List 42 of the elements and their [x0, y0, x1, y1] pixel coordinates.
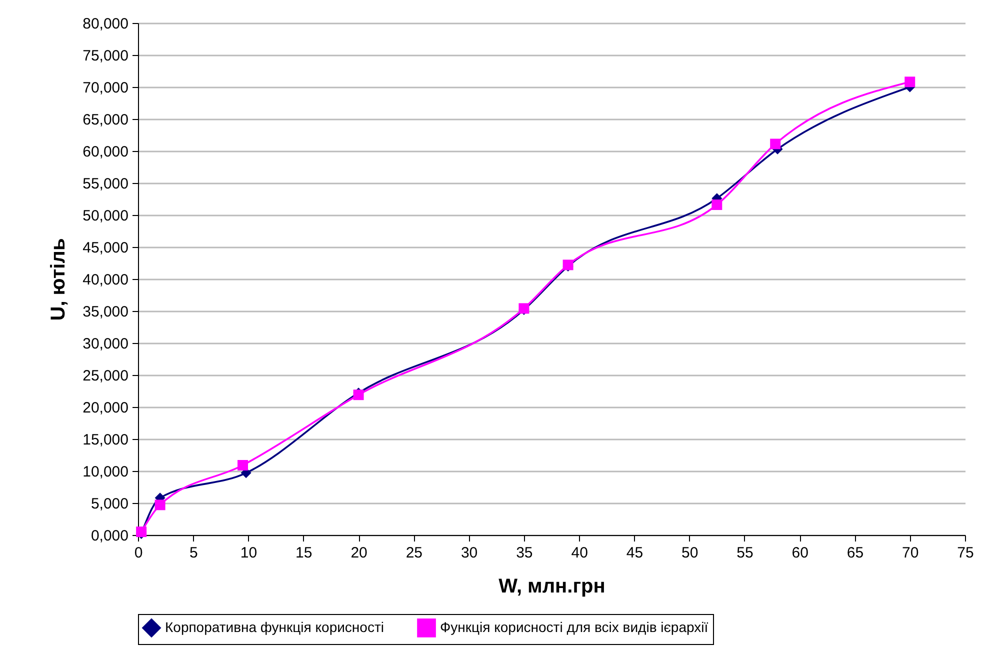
- y-tick-label: 15,000: [82, 432, 128, 448]
- x-tick-label: 15: [296, 544, 312, 562]
- x-tick-label: 60: [792, 544, 808, 562]
- x-tick-label: 50: [681, 544, 698, 562]
- x-tick-label: 45: [626, 544, 644, 562]
- y-tick-label: 10,000: [82, 464, 128, 480]
- y-tick-label: 80,000: [82, 16, 128, 32]
- y-tick-label: 0,000: [90, 528, 128, 544]
- x-axis-title: W, млн.грн: [498, 576, 606, 598]
- y-axis-title: U, ютіль: [48, 238, 70, 321]
- y-tick-label: 5,000: [90, 496, 128, 512]
- y-tick-label: 25,000: [82, 368, 128, 384]
- point: [712, 200, 722, 210]
- x-tick-label: 35: [516, 544, 533, 562]
- x-tick-label: 40: [571, 544, 588, 562]
- y-tick-label: 45,000: [82, 240, 128, 256]
- x-tick-label: 20: [350, 544, 368, 562]
- x-tick-label: 65: [846, 544, 864, 562]
- x-tick-label: 55: [736, 544, 754, 562]
- y-tick-label: 20,000: [82, 400, 128, 416]
- y-tick-label: 75,000: [82, 48, 128, 64]
- legend-label: Функція корисності для всіх видів ієрархії: [440, 618, 708, 635]
- x-tick-label: 10: [240, 544, 258, 562]
- y-tick-label: 55,000: [82, 176, 128, 192]
- x-tick-label: 30: [460, 544, 478, 562]
- x-tick-label: 0: [134, 544, 143, 562]
- point: [238, 460, 248, 470]
- y-tick-label: 65,000: [82, 112, 128, 128]
- y-tick-label: 35,000: [82, 304, 128, 320]
- legend-label: Корпоративна функція корисності: [165, 618, 384, 635]
- y-tick-label: 60,000: [82, 144, 128, 160]
- point: [770, 138, 781, 150]
- y-tick-label: 50,000: [82, 208, 128, 224]
- y-tick-label: 30,000: [82, 336, 128, 352]
- x-tick-label: 25: [406, 544, 423, 562]
- y-tick-label: 40,000: [82, 272, 128, 288]
- x-tick-label: 70: [902, 544, 919, 562]
- point: [904, 76, 916, 88]
- y-tick-label: 70,000: [82, 80, 128, 96]
- x-tick-label: 75: [957, 544, 974, 562]
- point: [154, 500, 166, 510]
- x-tick-label: 5: [189, 544, 198, 562]
